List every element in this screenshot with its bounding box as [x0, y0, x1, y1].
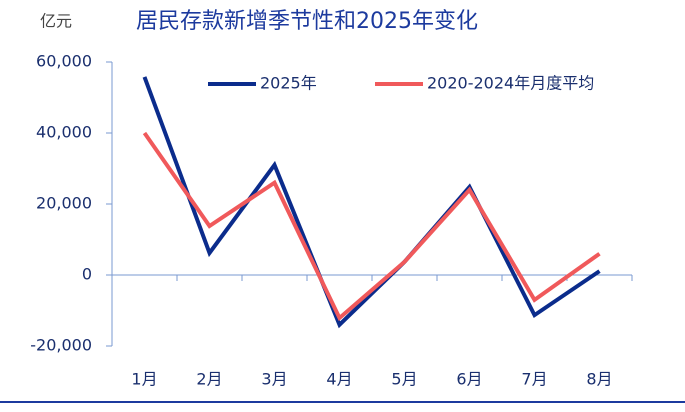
y-tick-label: 0 — [82, 265, 92, 284]
unit-label: 亿元 — [40, 12, 72, 31]
x-tick-label: 5月 — [391, 370, 417, 389]
y-tick-label: 40,000 — [36, 123, 92, 142]
series-line — [142, 131, 601, 322]
x-tick-label: 2月 — [196, 370, 222, 389]
series-line — [142, 76, 601, 329]
x-tick-label: 6月 — [456, 370, 482, 389]
y-tick-label: 60,000 — [36, 52, 92, 71]
x-tick-label: 3月 — [261, 370, 287, 389]
y-tick-label: -20,000 — [30, 336, 92, 355]
x-tick-label: 8月 — [586, 370, 612, 389]
legend-label: 2020-2024年月度平均 — [427, 74, 594, 93]
x-tick-label: 7月 — [521, 370, 547, 389]
chart-title: 居民存款新增季节性和2025年变化 — [136, 9, 478, 34]
legend-label: 2025年 — [260, 74, 317, 93]
x-tick-label: 1月 — [131, 370, 157, 389]
y-tick-label: 20,000 — [36, 194, 92, 213]
x-tick-label: 4月 — [326, 370, 352, 389]
